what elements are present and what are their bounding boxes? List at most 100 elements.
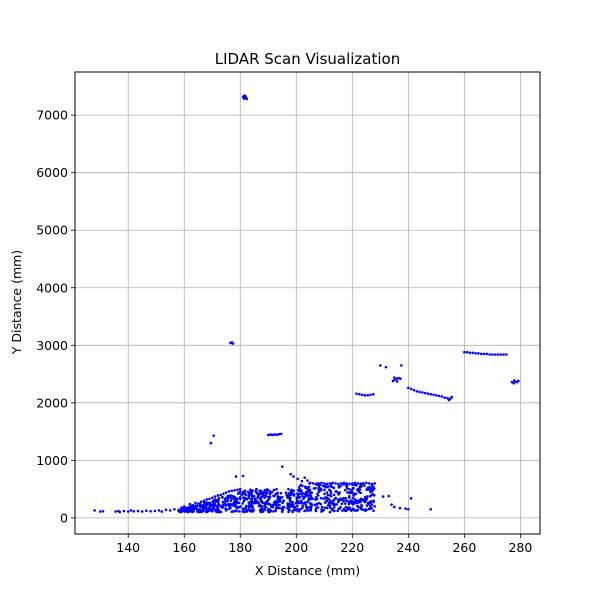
scan-point [252,494,256,498]
scan-point [122,509,126,513]
scan-point [221,500,225,504]
scan-point [295,509,298,512]
scan-point [502,353,505,356]
scan-point [287,510,290,514]
scan-point [366,394,370,397]
scan-point [323,488,326,492]
scan-point [363,394,367,397]
scan-point [432,393,435,397]
scan-point [209,507,212,511]
scan-point [393,505,396,509]
scan-point [399,377,402,380]
scan-point [346,491,349,494]
scan-point [327,501,331,505]
scan-point [359,497,363,501]
scan-point [299,488,303,492]
scan-point [208,504,211,507]
scan-point [259,509,263,513]
scan-point [214,498,217,502]
scan-point [245,497,249,501]
scan-point [370,506,374,510]
scan-point [248,509,252,513]
scan-point [412,388,416,392]
scan-point [289,491,293,494]
scan-point [331,507,334,511]
scan-point [220,496,224,499]
scan-point [426,392,430,395]
scan-point [274,504,278,507]
scan-point [322,497,325,500]
scan-point [118,510,122,514]
scan-point [234,503,237,507]
scan-point [259,498,263,502]
scan-point [209,441,213,445]
scan-point [362,499,366,503]
scan-point [267,488,270,492]
scan-point [371,492,374,496]
scan-point [205,498,208,501]
scan-point [348,482,351,486]
scan-point [373,482,377,485]
scan-point [282,506,286,509]
scan-point [245,510,249,513]
scan-point [325,485,329,489]
scan-point [477,352,480,355]
scan-point [231,503,234,507]
scan-point [393,378,397,382]
scan-point [290,500,293,504]
scan-point [205,503,209,507]
scan-point [233,488,236,492]
scan-point [437,394,441,398]
scan-point [140,510,144,513]
scan-point [253,497,257,501]
scan-point [338,491,342,494]
scan-point [407,507,410,511]
scan-point [230,497,234,501]
scan-point [330,485,333,488]
scan-point [276,506,280,510]
scan-point [429,392,433,396]
scan-point [339,505,342,509]
scan-point [324,496,327,499]
scan-point [153,509,157,513]
scan-point [323,492,326,496]
scan-point [493,353,497,356]
scan-point [306,500,309,504]
scan-point [310,491,314,495]
plot-frame [74,71,541,535]
x-tick-label: 260 [452,540,476,555]
scan-point [323,506,327,509]
scan-point [359,491,363,495]
scan-point [329,506,332,510]
scan-point [512,379,516,382]
scan-point [247,506,251,509]
scan-point [368,488,372,491]
scan-point [384,365,388,369]
scan-point [208,497,211,501]
scan-point [259,505,263,508]
scan-point [338,498,341,502]
scan-point [304,501,307,504]
scan-point [279,496,282,500]
scan-point [250,489,253,493]
scan-point [317,490,321,494]
scan-point [409,387,413,391]
scan-point [271,433,274,437]
scan-point [237,492,240,496]
scan-point [305,485,309,489]
scan-point [295,499,299,502]
scan-point [243,94,246,97]
scan-point [242,491,245,495]
scan-point [360,393,364,397]
scan-point [337,482,340,486]
scan-point [300,479,304,483]
scan-point [323,482,326,485]
scan-point [373,494,376,497]
scan-point [334,497,338,500]
scan-point [234,509,238,512]
scan-point [400,364,403,367]
scan-point [285,494,288,497]
scan-point [269,509,273,512]
scan-point [379,364,382,367]
